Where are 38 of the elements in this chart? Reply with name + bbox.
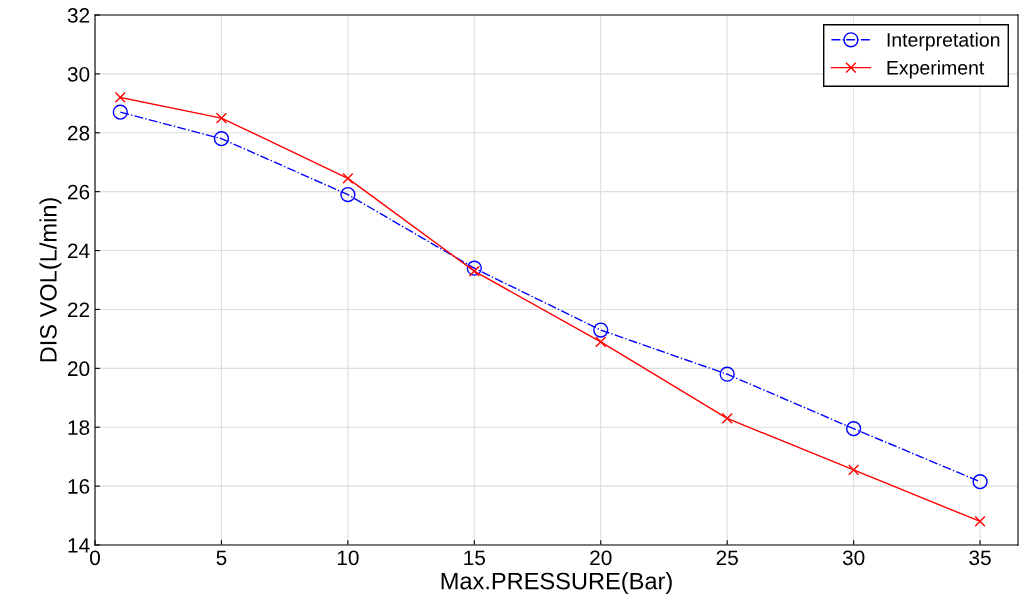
point: [215, 112, 227, 124]
y-axis-title: DIS VOL(L/min): [39, 198, 62, 362]
point: [112, 104, 128, 120]
point: [593, 322, 609, 338]
y-tick-label: 20: [68, 361, 90, 377]
point: [213, 131, 230, 147]
x-tick-label: 30: [842, 550, 865, 566]
x-tick-label: 15: [464, 550, 486, 566]
y-tick-label: 22: [68, 302, 90, 317]
point: [595, 336, 607, 348]
point: [114, 91, 126, 104]
x-tick-label: 10: [337, 550, 359, 566]
x-tick-label: 5: [216, 550, 227, 566]
x-tick-label: 0: [90, 550, 100, 566]
point: [721, 412, 733, 424]
point: [342, 172, 354, 184]
x-tick-label: 20: [590, 550, 612, 566]
point: [845, 421, 862, 437]
x-tick-label: 35: [969, 550, 991, 566]
y-tick-label: 30: [67, 66, 90, 82]
legend-label: Interpretation: [887, 32, 1000, 51]
y-tick-label: 32: [67, 8, 90, 23]
y-tick-label: 24: [68, 243, 90, 259]
point: [972, 474, 988, 490]
point: [974, 515, 986, 528]
y-tick-label: 16: [68, 479, 90, 494]
point: [848, 464, 860, 476]
legend-label: Experiment: [887, 60, 985, 79]
y-tick-label: 28: [68, 125, 90, 141]
y-tick-label: 14: [68, 538, 90, 553]
x-tick-label: 25: [716, 550, 738, 566]
point: [719, 366, 735, 382]
x-axis-title: Max.PRESSURE(Bar): [441, 572, 672, 595]
y-tick-label: 26: [68, 184, 90, 200]
point: [340, 186, 356, 203]
point: [468, 265, 480, 277]
point: [466, 260, 482, 276]
y-tick-label: 18: [68, 420, 90, 435]
